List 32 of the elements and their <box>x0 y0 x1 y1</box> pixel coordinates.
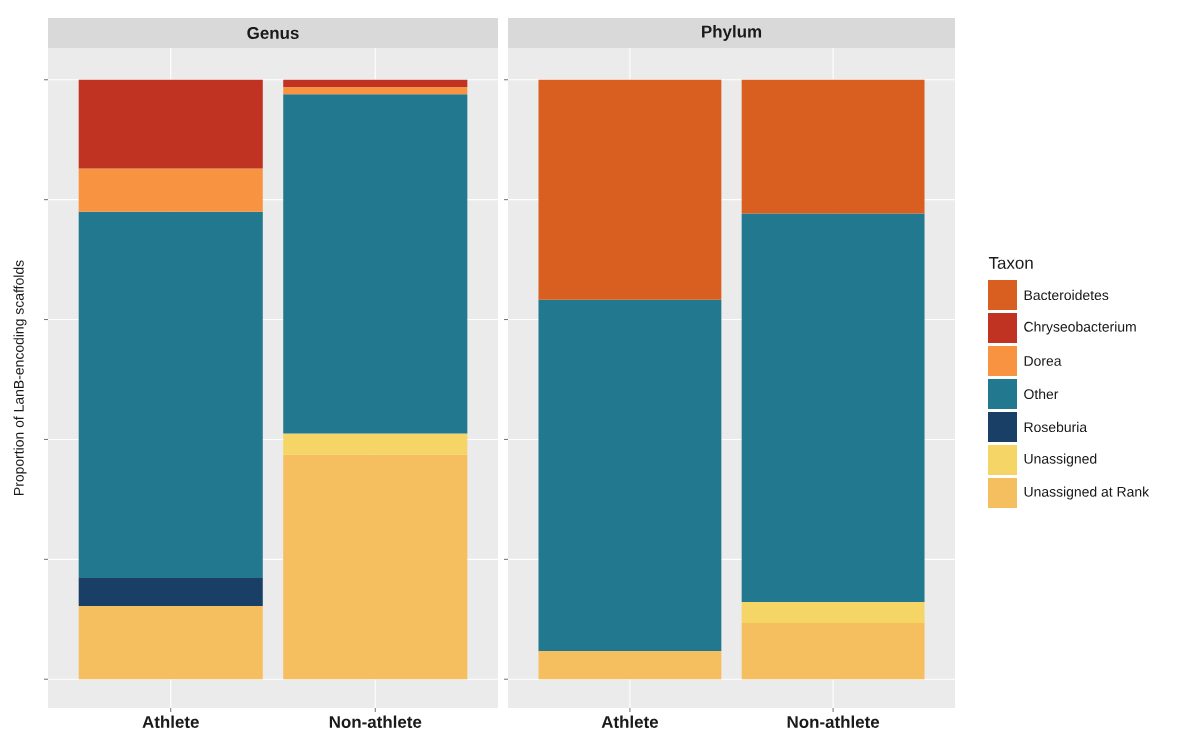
x-tick-label: Athlete <box>142 715 199 728</box>
bar <box>78 79 263 169</box>
bar <box>78 606 263 680</box>
bar <box>78 211 263 578</box>
y-axis-title: Proportion of LanB-encoding scaffolds <box>13 260 27 495</box>
legend-label: Unassigned at Rank <box>1024 486 1150 500</box>
bar <box>741 213 925 602</box>
bar <box>538 79 722 300</box>
bar <box>283 79 468 87</box>
bar <box>78 577 263 607</box>
legend-label: Unassigned <box>1024 453 1097 467</box>
legend-label: Bacteroidetes <box>1024 289 1109 301</box>
legend-title: Taxon <box>988 257 1033 269</box>
chart-title: Phylum <box>702 25 762 41</box>
x-tick-label: Non-athlete <box>329 715 422 728</box>
bar <box>283 94 468 434</box>
bar <box>538 651 722 680</box>
x-tick-label: Non-athlete <box>787 715 880 728</box>
bar <box>741 601 925 623</box>
bar <box>283 454 468 680</box>
chart-title: Genus <box>247 27 299 39</box>
bar <box>538 299 722 652</box>
x-tick-label: Athlete <box>601 715 659 728</box>
bar <box>741 79 925 214</box>
bar <box>741 622 925 680</box>
bar <box>283 86 468 95</box>
legend-label: Dorea <box>1024 356 1062 366</box>
legend-label: Other <box>1024 388 1059 400</box>
legend-label: Roseburia <box>1024 421 1088 433</box>
bar <box>283 433 468 455</box>
bar <box>78 168 263 212</box>
legend-label: Chryseobacterium <box>1024 321 1136 335</box>
